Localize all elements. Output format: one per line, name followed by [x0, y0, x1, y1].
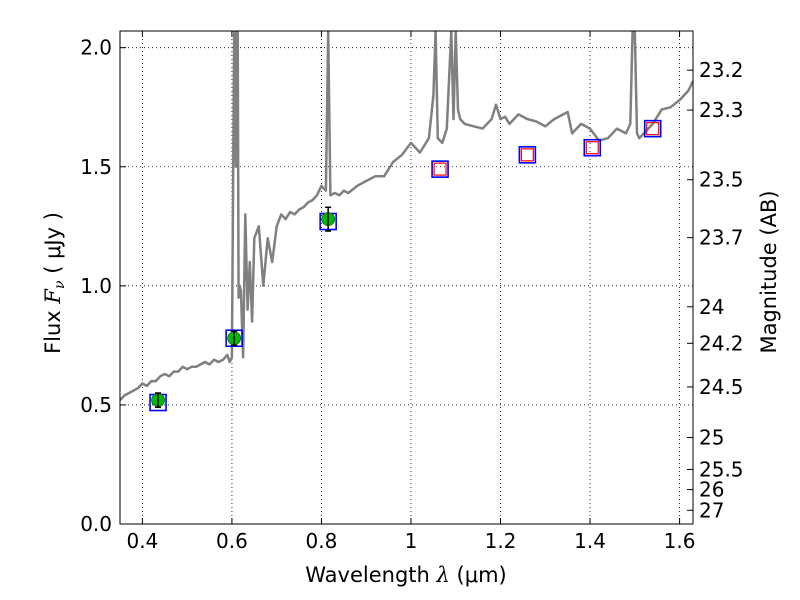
x-axis-label: Wavelength λ (μm) — [305, 563, 506, 587]
magnitude-tick-label: 24 — [699, 295, 724, 319]
upper-limit-square — [585, 141, 599, 155]
y-tick-label: 1.0 — [80, 274, 112, 298]
x-tick-label: 0.4 — [126, 529, 158, 553]
magnitude-tick-label: 24.2 — [699, 331, 744, 355]
grid — [120, 31, 693, 525]
magnitude-tick-label: 23.7 — [699, 226, 744, 250]
x-tick-label: 1.6 — [664, 529, 696, 553]
y-tick-label: 0.0 — [80, 512, 112, 536]
upper-limit-square — [646, 122, 660, 136]
magnitude-tick-label: 23.2 — [699, 58, 744, 82]
x-tick-label: 0.8 — [306, 529, 338, 553]
photometry-layer — [149, 119, 662, 412]
model-sed-layer — [120, 31, 693, 402]
magnitude-tick-label: 25 — [699, 426, 724, 450]
model-photometry-square — [643, 119, 662, 138]
axis-ticks: 0.4 0.6 0.8 1 1.2 1.4 1.6 0.0 0.5 1.0 1.5 2.0 23.2 23… — [80, 31, 744, 553]
upper-limit-square — [520, 148, 534, 162]
magnitude-axis-label: Magnitude (AB) — [757, 190, 781, 353]
model-photometry-square — [518, 146, 537, 164]
x-tick-label: 1.4 — [574, 529, 606, 553]
plot-frame — [119, 30, 694, 525]
y-tick-label: 0.5 — [80, 393, 112, 417]
x-tick-label: 1 — [405, 529, 418, 553]
magnitude-tick-label: 25.5 — [699, 457, 744, 481]
model-sed-line — [120, 31, 693, 402]
model-photometry-square — [583, 138, 602, 157]
y-tick-label: 2.0 — [80, 36, 112, 60]
upper-limit-square — [433, 162, 447, 176]
y-axis-label: Flux Fν ( μJy ) — [41, 212, 68, 354]
magnitude-tick-label: 23.3 — [699, 98, 744, 122]
model-photometry-square — [225, 329, 243, 348]
magnitude-tick-label: 26 — [699, 478, 724, 502]
magnitude-tick-label: 27 — [699, 498, 724, 522]
x-tick-label: 0.6 — [216, 529, 248, 553]
magnitude-tick-label: 24.5 — [699, 375, 744, 399]
x-tick-label: 1.2 — [485, 529, 517, 553]
y-tick-label: 1.5 — [80, 155, 112, 179]
model-photometry-square — [431, 160, 449, 178]
magnitude-tick-label: 23.5 — [699, 168, 744, 192]
